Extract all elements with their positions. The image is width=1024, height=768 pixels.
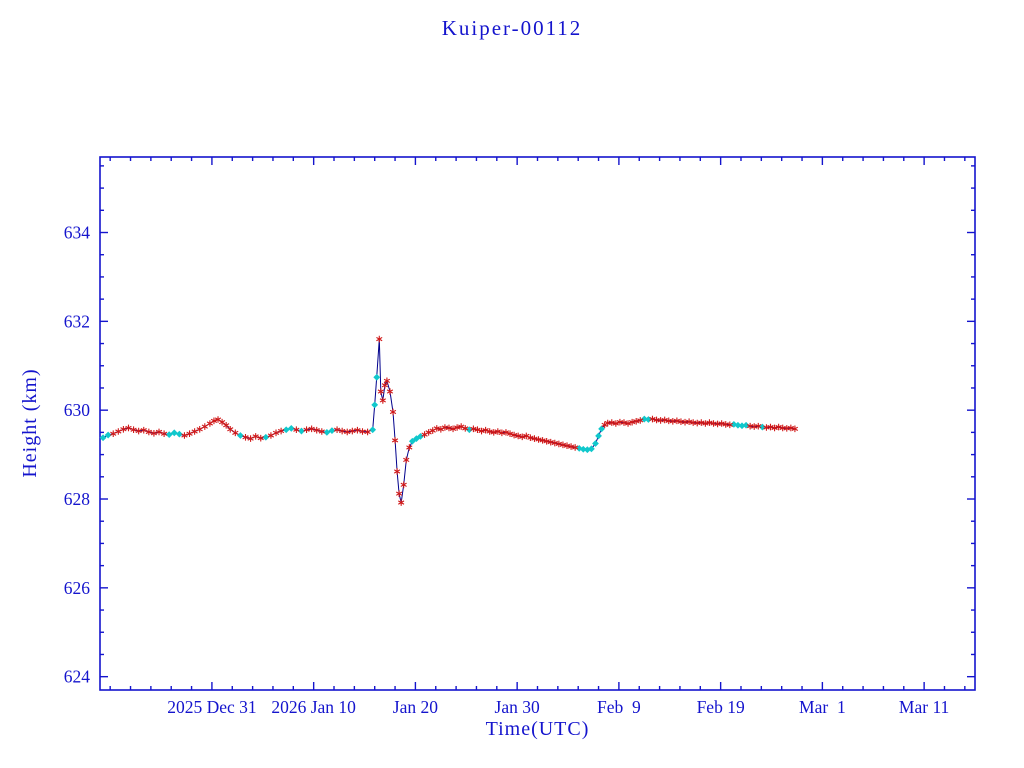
y-tick-label: 632 (64, 311, 90, 331)
x-tick-label: 2025 Dec 31 (167, 697, 256, 717)
x-tick-label: Mar 1 (799, 697, 846, 717)
axis-ticks (100, 157, 975, 690)
x-tick-label: Jan 30 (495, 697, 540, 717)
plot-frame (99, 156, 976, 691)
tick-labels: 2025 Dec 31 2026 Jan 10 Jan 20 Jan 30 Feb 9 F… (64, 223, 950, 717)
x-tick-label: 2026 Jan 10 (271, 697, 356, 717)
y-tick-label: 624 (64, 667, 91, 687)
x-tick-label: Mar 11 (899, 697, 949, 717)
chart-title: Kuiper-00112 (441, 16, 583, 40)
cyan-diamond-markers (99, 373, 766, 454)
x-tick-label: Feb 19 (697, 697, 745, 717)
y-tick-label: 626 (64, 578, 91, 598)
x-tick-label: Jan 20 (393, 697, 438, 717)
y-tick-label: 628 (64, 489, 91, 509)
y-tick-label: 634 (64, 223, 91, 243)
red-asterisk-markers (110, 335, 799, 506)
x-axis-label: Time(UTC) (485, 718, 590, 740)
y-tick-label: 630 (64, 400, 91, 420)
x-tick-label: Feb 9 (597, 697, 641, 717)
